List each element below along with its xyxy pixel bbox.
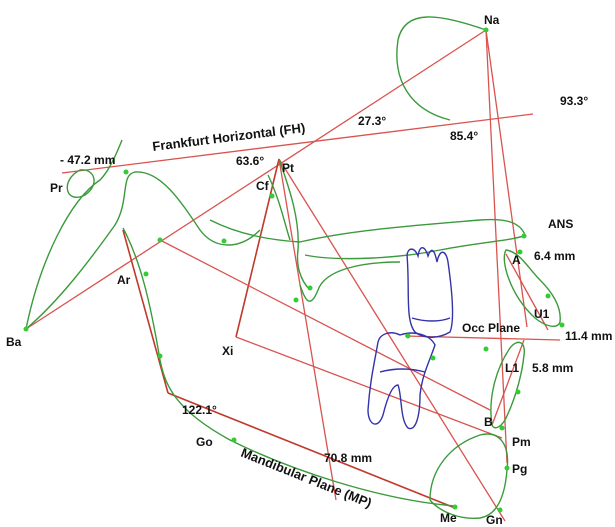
measure-1221: 122.1°	[182, 403, 217, 417]
point-ar2	[158, 238, 163, 243]
na-gn-line	[486, 30, 527, 327]
point-na	[484, 28, 489, 33]
measure-273: 27.3°	[358, 114, 386, 128]
point-u1-tip	[560, 323, 565, 328]
cranial-curve	[397, 17, 486, 120]
label-ar: Ar	[117, 273, 131, 287]
point-ba	[24, 327, 29, 332]
label-me: Me	[440, 511, 457, 525]
measure-64: 6.4 mm	[534, 249, 575, 263]
construction-lines	[26, 30, 560, 521]
label-ans: ANS	[548, 217, 573, 231]
point-u1	[546, 294, 551, 299]
measure-854: 85.4°	[450, 129, 478, 143]
point-porion	[124, 170, 129, 175]
measure-58: 5.8 mm	[532, 361, 573, 375]
point-pt	[308, 286, 313, 291]
point-go	[232, 438, 237, 443]
label-pg: Pg	[512, 462, 527, 476]
point-ar	[144, 272, 149, 277]
inner-mandible-curve	[300, 262, 400, 301]
point-ans	[522, 234, 527, 239]
measure-708: 70.8 mm	[324, 451, 372, 465]
measure-636: 63.6°	[236, 154, 264, 168]
xi-pm-line	[236, 337, 502, 438]
na-pg-line	[486, 30, 507, 463]
label-l1: L1	[505, 361, 519, 375]
ar-pm-line	[160, 240, 490, 410]
label-a: A	[512, 253, 521, 267]
upper-molar	[407, 248, 453, 338]
point-ramus	[158, 354, 163, 359]
pterygoid-curve	[279, 159, 310, 290]
label-xi: Xi	[222, 344, 233, 358]
point-occ	[484, 347, 489, 352]
point-xi	[294, 298, 299, 303]
point-gn	[498, 508, 503, 513]
measure-114: 11.4 mm	[565, 329, 612, 343]
label-pm: Pm	[512, 435, 531, 449]
point-pg	[505, 466, 510, 471]
lower-molar-crown-line	[380, 369, 425, 372]
lower-molar	[368, 333, 435, 429]
label-occ: Occ Plane	[462, 321, 520, 335]
porion-loop	[67, 170, 94, 197]
upper-molar-crown-line	[412, 318, 450, 321]
point-l1	[516, 390, 521, 395]
label-go: Go	[196, 435, 213, 449]
label-u1: U1	[534, 307, 550, 321]
label-fh: Frankfurt Horizontal (FH)	[152, 120, 307, 154]
label-na: Na	[484, 13, 500, 27]
molar-teeth	[368, 248, 453, 429]
point-cf	[270, 194, 275, 199]
measure-933: 93.3°	[560, 94, 588, 108]
landmark-points	[24, 28, 565, 513]
pt-gn-line	[279, 159, 505, 521]
label-pt: Pt	[282, 161, 294, 175]
point-molar2	[431, 356, 436, 361]
point-me	[453, 505, 458, 510]
palate-curve	[300, 220, 525, 259]
label-b: B	[484, 415, 493, 429]
label-gn: Gn	[486, 513, 503, 527]
label-cf: Cf	[256, 179, 270, 193]
label-ba: Ba	[6, 335, 22, 349]
ramus-line	[123, 230, 168, 393]
measure-neg47: - 47.2 mm	[60, 153, 115, 167]
point-molar	[406, 334, 411, 339]
label-pr: Pr	[50, 181, 63, 195]
point-b	[500, 426, 505, 431]
point-mid	[222, 239, 227, 244]
